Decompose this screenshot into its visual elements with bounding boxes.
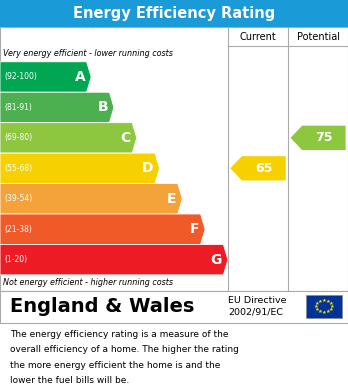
Text: (81-91): (81-91) xyxy=(4,103,32,112)
Text: E: E xyxy=(167,192,176,206)
Text: The energy efficiency rating is a measure of the: The energy efficiency rating is a measur… xyxy=(10,330,229,339)
Text: ★: ★ xyxy=(322,310,326,315)
Text: Energy Efficiency Rating: Energy Efficiency Rating xyxy=(73,6,275,21)
Text: lower the fuel bills will be.: lower the fuel bills will be. xyxy=(10,376,130,385)
Text: the more energy efficient the home is and the: the more energy efficient the home is an… xyxy=(10,361,221,369)
Polygon shape xyxy=(0,244,228,275)
Text: ★: ★ xyxy=(317,309,322,314)
Text: ★: ★ xyxy=(315,307,319,312)
Text: G: G xyxy=(211,253,222,267)
Text: Very energy efficient - lower running costs: Very energy efficient - lower running co… xyxy=(3,49,173,59)
Text: Not energy efficient - higher running costs: Not energy efficient - higher running co… xyxy=(3,278,174,287)
Text: Current: Current xyxy=(240,32,276,42)
Bar xyxy=(306,295,342,318)
Text: ★: ★ xyxy=(322,298,326,303)
Polygon shape xyxy=(0,214,205,244)
Text: ★: ★ xyxy=(325,309,330,314)
Text: D: D xyxy=(142,161,153,175)
Polygon shape xyxy=(0,123,137,153)
Text: ★: ★ xyxy=(330,304,334,309)
Text: 75: 75 xyxy=(315,131,333,144)
Text: ★: ★ xyxy=(325,299,330,304)
Text: ★: ★ xyxy=(315,301,319,306)
Polygon shape xyxy=(0,92,114,123)
Text: overall efficiency of a home. The higher the rating: overall efficiency of a home. The higher… xyxy=(10,345,239,355)
Text: C: C xyxy=(120,131,131,145)
Text: ★: ★ xyxy=(329,301,333,306)
Bar xyxy=(0,0,348,27)
Text: (39-54): (39-54) xyxy=(4,194,32,203)
Polygon shape xyxy=(0,183,182,214)
Text: B: B xyxy=(97,100,108,115)
Text: F: F xyxy=(190,222,199,236)
Text: 65: 65 xyxy=(255,162,272,175)
Polygon shape xyxy=(291,126,346,150)
Text: (21-38): (21-38) xyxy=(4,225,32,234)
Polygon shape xyxy=(0,153,159,183)
Text: ★: ★ xyxy=(317,299,322,304)
Bar xyxy=(0,27,348,291)
Text: (92-100): (92-100) xyxy=(4,72,37,81)
Text: Potential: Potential xyxy=(296,32,340,42)
Text: (55-68): (55-68) xyxy=(4,164,32,173)
Text: (69-80): (69-80) xyxy=(4,133,32,142)
Bar xyxy=(0,291,348,323)
Polygon shape xyxy=(230,156,286,181)
Text: (1-20): (1-20) xyxy=(4,255,27,264)
Text: EU Directive
2002/91/EC: EU Directive 2002/91/EC xyxy=(228,296,286,317)
Polygon shape xyxy=(0,62,91,92)
Text: ★: ★ xyxy=(329,307,333,312)
Text: England & Wales: England & Wales xyxy=(10,297,195,316)
Text: ★: ★ xyxy=(314,304,318,309)
Text: A: A xyxy=(74,70,85,84)
